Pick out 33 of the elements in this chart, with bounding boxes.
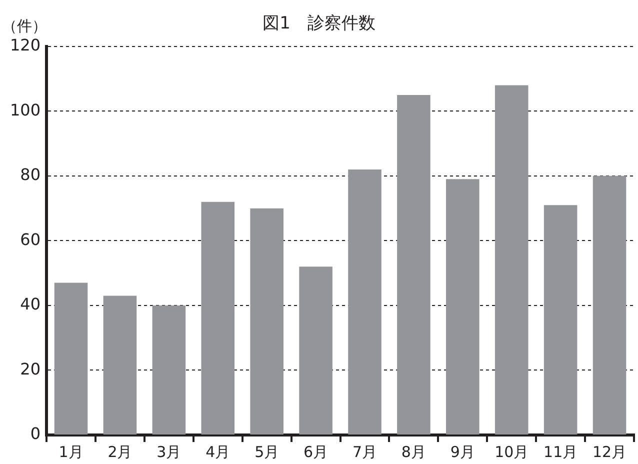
bar (494, 85, 528, 434)
x-tick-label: 10月 (494, 442, 529, 461)
x-tick-label: 2月 (108, 442, 132, 461)
y-axis-title: （件） (2, 16, 47, 35)
bar (544, 205, 578, 434)
bar (299, 266, 332, 434)
chart-title: 図1 診察件数 (262, 14, 376, 34)
y-tick-label: 20 (20, 359, 41, 378)
x-tick-label: 4月 (206, 442, 230, 461)
bar (446, 179, 480, 434)
bar (103, 296, 137, 434)
bar (397, 94, 430, 434)
x-tick-label: 5月 (254, 442, 280, 461)
x-tick-label: 3月 (156, 442, 182, 461)
y-tick-label: 80 (20, 165, 41, 184)
x-tick-label: 7月 (352, 442, 378, 461)
y-tick-label: 0 (30, 424, 41, 444)
x-tick-label: 11月 (544, 442, 578, 461)
bar (54, 282, 88, 434)
y-tick-label: 40 (20, 294, 41, 314)
bar (592, 176, 626, 434)
y-tick-label: 100 (10, 100, 41, 120)
x-tick-label: 12月 (592, 442, 627, 461)
bar (152, 305, 186, 434)
bar (201, 202, 235, 434)
x-tick-label: 8月 (401, 442, 426, 461)
bar (250, 208, 284, 434)
x-tick-label: 6月 (304, 442, 328, 461)
bar (348, 169, 382, 434)
x-tick-label: 9月 (450, 442, 475, 461)
y-tick-label: 120 (10, 36, 41, 55)
y-tick-label: 60 (20, 230, 41, 249)
x-tick-label: 1月 (58, 442, 84, 461)
